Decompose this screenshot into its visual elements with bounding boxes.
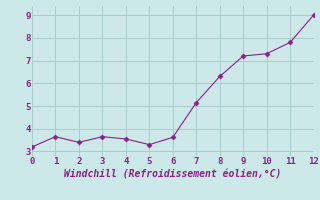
X-axis label: Windchill (Refroidissement éolien,°C): Windchill (Refroidissement éolien,°C) [64,169,282,179]
